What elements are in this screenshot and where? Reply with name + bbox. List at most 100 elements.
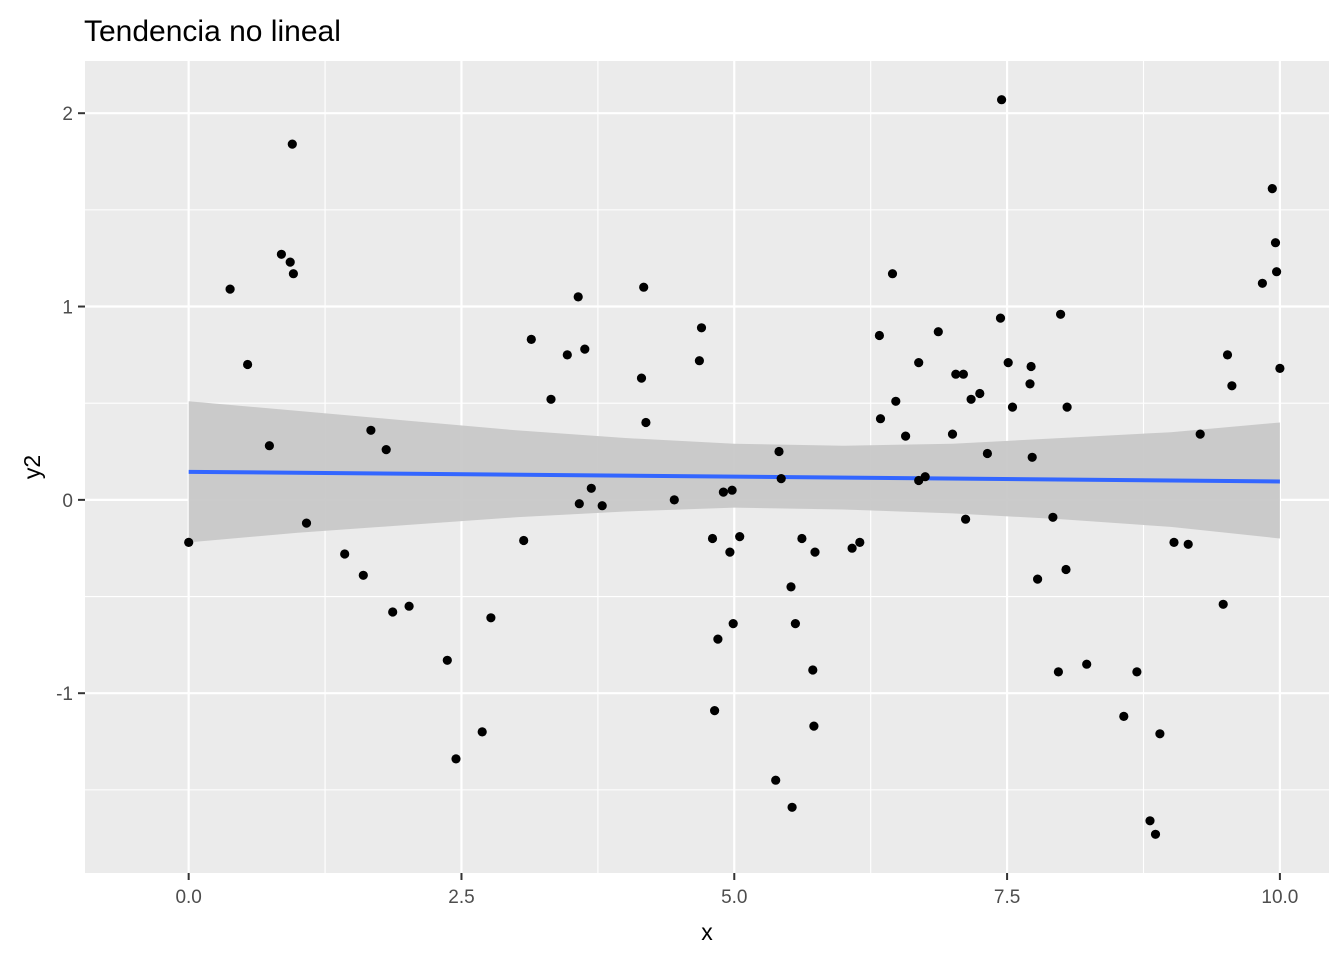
x-tick-label: 5.0 [721, 887, 747, 908]
data-point [1119, 711, 1129, 722]
y-tick-label: 1 [62, 298, 73, 319]
data-point [958, 369, 969, 379]
data-point [696, 323, 707, 333]
data-point [1267, 184, 1277, 194]
data-point [1007, 402, 1018, 412]
chart-title: Tendencia no lineal [84, 15, 341, 48]
data-point [1053, 667, 1063, 677]
data-point [366, 425, 376, 435]
data-point [966, 394, 976, 404]
data-point [381, 445, 391, 455]
data-point [1048, 512, 1058, 522]
data-point [184, 537, 194, 548]
data-point [713, 634, 723, 644]
data-point [725, 547, 735, 557]
data-point [340, 549, 350, 559]
data-point [887, 269, 898, 279]
data-point [855, 537, 865, 548]
data-point [573, 292, 583, 302]
data-point [776, 474, 786, 484]
data-point [790, 619, 801, 629]
data-point [586, 483, 596, 493]
data-point [486, 613, 496, 623]
data-point [1155, 729, 1165, 739]
data-point [301, 518, 312, 528]
data-point [546, 394, 556, 404]
data-point [947, 429, 958, 439]
data-point [874, 330, 885, 341]
data-point [1003, 358, 1013, 368]
data-point [961, 514, 971, 524]
data-point [1275, 363, 1285, 373]
data-point [1027, 452, 1037, 462]
data-point [707, 533, 718, 544]
data-point [243, 359, 253, 370]
data-point [997, 95, 1007, 105]
data-point [809, 721, 819, 731]
data-point [1033, 574, 1043, 584]
y-tick-label: 2 [62, 104, 73, 125]
data-point [786, 582, 796, 592]
data-point [1150, 829, 1161, 839]
data-point [1227, 381, 1237, 391]
data-point [891, 396, 901, 406]
data-point [1257, 278, 1267, 288]
data-point [526, 334, 536, 344]
data-point [1218, 599, 1228, 609]
data-point [477, 727, 487, 737]
data-point [1222, 350, 1233, 360]
data-point [1026, 361, 1036, 372]
data-point [641, 417, 651, 428]
y-axis-ticks: -1 0 1 2 [56, 104, 85, 705]
data-point [1183, 539, 1193, 549]
data-point [1082, 659, 1092, 669]
confidence-band [188, 401, 1280, 543]
data-point [1132, 667, 1142, 677]
data-point [636, 373, 647, 383]
data-point [975, 388, 985, 399]
data-point [639, 282, 649, 292]
data-point [1061, 564, 1071, 575]
data-point [580, 344, 590, 354]
data-point [920, 472, 930, 482]
data-point [728, 619, 738, 629]
data-point [1272, 267, 1282, 277]
data-point [995, 313, 1006, 323]
data-point [574, 499, 584, 509]
data-point [1169, 537, 1179, 548]
data-point [797, 533, 807, 544]
data-point [847, 543, 857, 553]
data-point [875, 414, 886, 424]
data-point [771, 775, 781, 785]
data-point [264, 441, 274, 451]
trend-line [188, 469, 1280, 484]
data-point [1062, 402, 1072, 412]
x-tick-label: 0.0 [175, 887, 201, 908]
data-point [710, 706, 720, 716]
data-points [184, 95, 1285, 839]
data-point [1056, 309, 1066, 319]
data-point [914, 358, 924, 368]
y-axis-title: y2 [19, 455, 45, 479]
data-point [735, 532, 745, 542]
data-point [451, 754, 461, 764]
data-point [225, 284, 235, 294]
data-point [442, 655, 452, 665]
data-point [1025, 379, 1035, 389]
y-tick-label: -1 [56, 684, 73, 705]
data-point [288, 269, 298, 279]
data-point [774, 446, 784, 457]
data-point [276, 249, 286, 259]
data-point [901, 431, 911, 441]
x-axis-ticks: 0.0 2.5 5.0 7.5 10.0 [175, 873, 1298, 908]
data-point [388, 607, 398, 617]
data-point [810, 547, 820, 557]
data-point [1145, 816, 1155, 826]
data-point [285, 257, 295, 267]
data-point [562, 350, 572, 360]
x-tick-label: 10.0 [1261, 887, 1298, 908]
x-axis-title: x [701, 919, 713, 945]
data-point [727, 485, 737, 495]
data-point [718, 487, 729, 497]
